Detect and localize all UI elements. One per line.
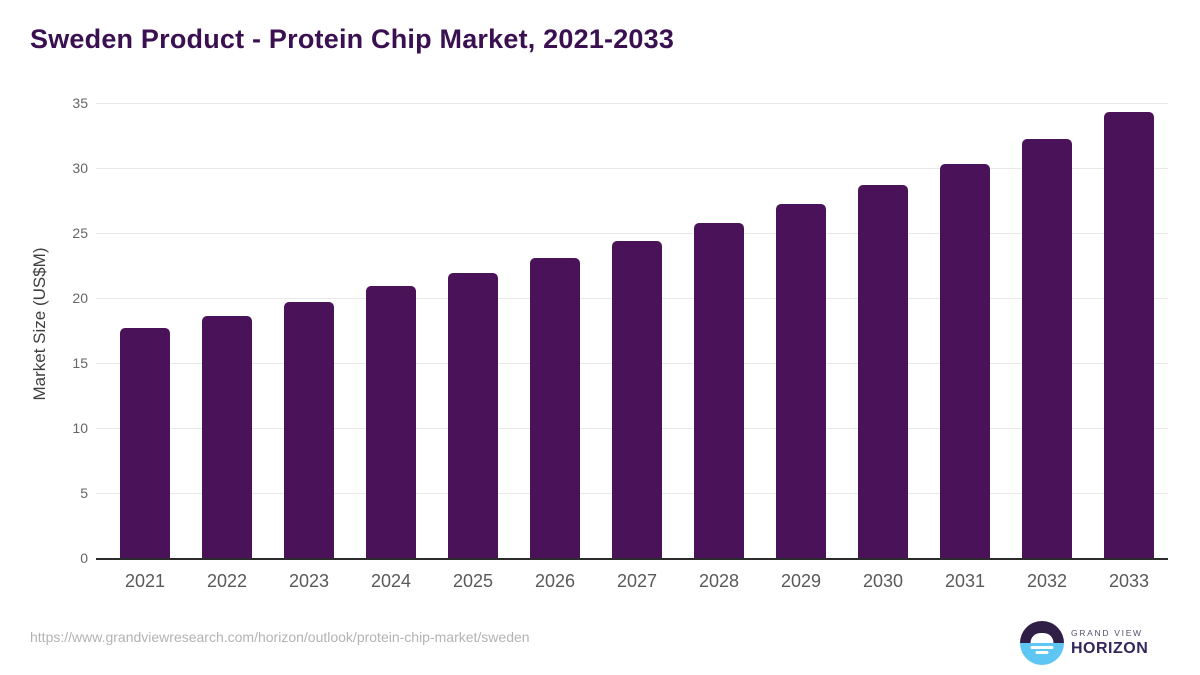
bar-slot <box>350 103 432 558</box>
y-tick-label: 20 <box>72 290 88 306</box>
bar-2032[interactable] <box>1022 139 1072 558</box>
bar-2025[interactable] <box>448 273 498 558</box>
bar-slot <box>268 103 350 558</box>
y-axis-title: Market Size (US$M) <box>30 247 49 401</box>
bar-2031[interactable] <box>940 164 990 558</box>
x-tick-label: 2029 <box>780 571 822 591</box>
bar-2030[interactable] <box>858 184 908 558</box>
bar-slot <box>596 103 678 558</box>
bar-2022[interactable] <box>202 316 252 558</box>
bar-2029[interactable] <box>776 204 826 558</box>
x-tick-label: 2031 <box>944 571 986 591</box>
x-tick-label: 2021 <box>124 571 166 591</box>
x-tick-label: 2028 <box>698 571 740 591</box>
gridline <box>96 168 1168 169</box>
x-tick-label: 2027 <box>616 571 658 591</box>
bar-slot <box>760 103 842 558</box>
brand-logo: GRAND VIEW HORIZON <box>1020 621 1148 665</box>
y-tick-label: 10 <box>72 420 88 436</box>
y-tick-label: 25 <box>72 225 88 241</box>
gridline <box>96 103 1168 104</box>
x-tick-label: 2023 <box>288 571 330 591</box>
bar-2021[interactable] <box>120 327 170 558</box>
bar-slot <box>1006 103 1088 558</box>
bar-slot <box>924 103 1006 558</box>
bar-slot <box>678 103 760 558</box>
bar-2027[interactable] <box>612 240 662 558</box>
chart-title: Sweden Product - Protein Chip Market, 20… <box>30 24 675 54</box>
x-axis-labels: 2021 2022 2023 2024 2025 2026 2027 2028 2029 2030… <box>104 571 1170 592</box>
bar-slot <box>842 103 924 558</box>
source-url: https://www.grandviewresearch.com/horizo… <box>30 629 530 645</box>
x-tick-label: 2026 <box>534 571 576 591</box>
x-axis-line <box>96 558 1168 560</box>
horizon-line-1 <box>1030 646 1054 649</box>
logo-text: GRAND VIEW HORIZON <box>1071 628 1148 658</box>
bar-2024[interactable] <box>366 286 416 558</box>
bar-slot <box>1088 103 1170 558</box>
y-tick-label: 15 <box>72 355 88 371</box>
x-tick-label: 2030 <box>862 571 904 591</box>
x-tick-label: 2025 <box>452 571 494 591</box>
bar-slot <box>186 103 268 558</box>
x-tick-label: 2022 <box>206 571 248 591</box>
bar-2028[interactable] <box>694 222 744 558</box>
horizon-line-2 <box>1035 651 1049 654</box>
x-tick-label: 2032 <box>1026 571 1068 591</box>
bar-slot <box>432 103 514 558</box>
bar-slot <box>104 103 186 558</box>
sun-dome-shape <box>1030 633 1054 643</box>
bar-slot <box>514 103 596 558</box>
gridline <box>96 233 1168 234</box>
y-tick-label: 35 <box>72 95 88 111</box>
bar-2033[interactable] <box>1104 112 1154 558</box>
bar-2026[interactable] <box>530 257 580 558</box>
y-tick-label: 5 <box>80 485 88 501</box>
bars-container <box>104 103 1170 558</box>
logo-text-grand-view: GRAND VIEW <box>1071 628 1143 638</box>
y-tick-label: 30 <box>72 160 88 176</box>
horizon-sunrise-icon <box>1020 621 1064 665</box>
bar-2023[interactable] <box>284 301 334 558</box>
logo-text-horizon: HORIZON <box>1071 640 1149 657</box>
x-tick-label: 2033 <box>1108 571 1150 591</box>
y-tick-label: 0 <box>80 550 88 566</box>
x-tick-label: 2024 <box>370 571 412 591</box>
